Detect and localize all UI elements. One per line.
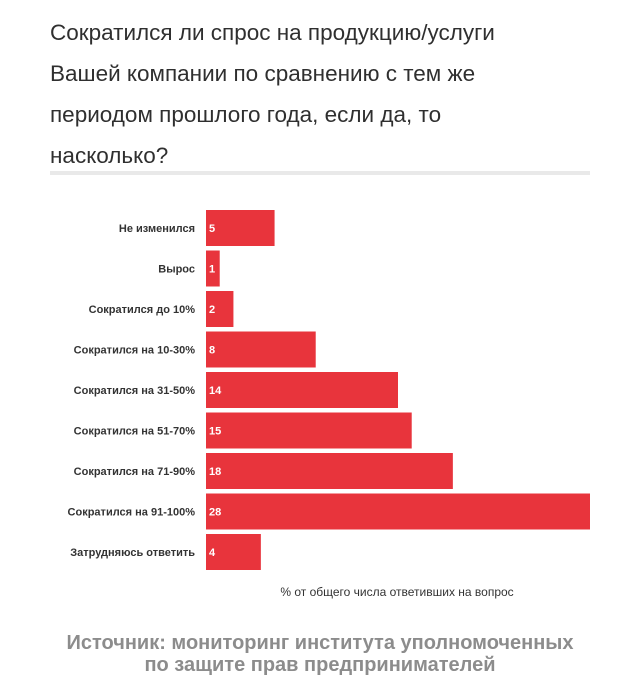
category-label: Сократился на 10-30% [74,345,196,357]
category-label: Сократился на 31-50% [74,385,196,397]
bar [206,250,220,287]
category-label: Сократился на 91-100% [68,507,196,519]
bar [206,210,275,246]
title-line-3: периодом прошлого года, если да, то [50,102,442,127]
category-label: Вырос [158,264,195,276]
bar-value-label: 14 [209,385,222,397]
title-line-2: Вашей компании по сравнению с тем же [50,61,476,86]
title-divider [50,171,590,175]
source-note: Источник: мониторинг института уполномоч… [0,632,640,676]
x-axis-title: % от общего числа ответивших на вопрос [280,585,513,599]
chart-title: Сократился ли спрос на продукцию/услуги … [50,12,610,176]
bar-value-label: 15 [209,426,221,438]
source-line-1: Источник: мониторинг института уполномоч… [66,632,574,654]
bar-value-label: 4 [209,547,216,559]
bar [206,331,316,368]
bar [206,291,234,327]
bar-value-label: 1 [209,264,215,276]
source-line-2: по защите прав предпринимателей [144,654,496,676]
category-label: Сократился до 10% [89,304,196,316]
bar [206,453,453,489]
bar-value-label: 28 [209,507,221,519]
category-label: Затрудняюсь ответить [70,547,195,559]
bar-value-label: 5 [209,223,215,235]
bar [206,534,261,570]
bar [206,372,398,408]
bar-chart: Не изменился Вырос Сократился до 10% Сократ… [68,210,590,599]
bar [206,493,590,530]
bar-value-label: 18 [209,466,221,478]
bar-value-label: 2 [209,304,215,316]
title-line-4: насколько? [50,143,169,168]
title-line-1: Сократился ли спрос на продукцию/услуги [50,20,495,45]
category-label: Сократился на 71-90% [74,466,196,478]
bar-value-label: 8 [209,345,215,357]
bar [206,412,412,449]
category-label: Сократился на 51-70% [74,426,196,438]
category-label: Не изменился [119,223,195,235]
